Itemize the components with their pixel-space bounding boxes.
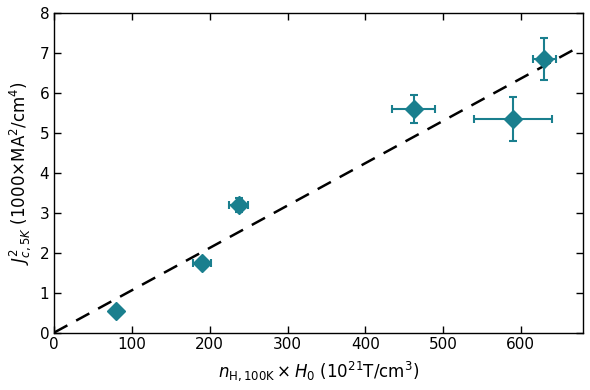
Y-axis label: $J^2_{c,5K}\ (1000{\times}\mathrm{MA^2/cm^4})$: $J^2_{c,5K}\ (1000{\times}\mathrm{MA^2/c… — [7, 81, 32, 264]
X-axis label: $n_\mathrm{H,100K}\times H_0\ (10^{21}\mathrm{T/cm^3})$: $n_\mathrm{H,100K}\times H_0\ (10^{21}\m… — [218, 359, 419, 383]
